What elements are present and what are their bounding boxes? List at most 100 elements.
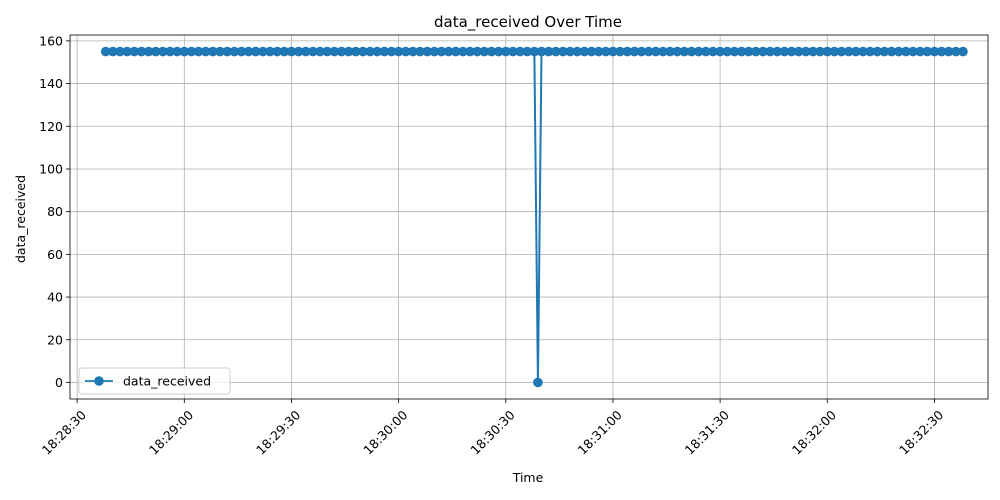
data-point — [500, 46, 511, 57]
chart-title: data_received Over Time — [434, 13, 622, 32]
data-point — [279, 46, 290, 57]
data-point — [951, 46, 961, 57]
data-point — [293, 46, 304, 57]
data-point — [708, 46, 718, 57]
data-point — [929, 46, 940, 57]
y-tick-label: 0 — [55, 375, 63, 390]
data-point — [829, 46, 840, 57]
series-line — [105, 50, 963, 384]
x-tick-label: 18:32:00 — [789, 407, 839, 457]
data-point — [222, 46, 232, 57]
data-point — [165, 46, 175, 57]
legend-label: data_received — [123, 374, 211, 389]
data-point — [515, 46, 525, 57]
y-tick-label: 40 — [47, 290, 63, 305]
data-point — [593, 46, 604, 57]
data-point — [543, 46, 554, 57]
data-point — [458, 46, 468, 57]
data-point — [851, 46, 861, 57]
data-point — [701, 46, 711, 57]
data-point — [908, 46, 918, 57]
data-point — [158, 46, 168, 57]
data-point — [350, 46, 361, 57]
data-point — [508, 46, 518, 57]
data-point — [722, 46, 733, 57]
data-point — [843, 46, 854, 57]
y-tick-label: 100 — [39, 161, 63, 176]
data-point — [600, 46, 611, 57]
data-point — [215, 46, 225, 57]
data-point — [193, 46, 204, 57]
data-point — [679, 46, 690, 57]
data-point — [858, 46, 868, 57]
data-point — [550, 46, 561, 57]
data-point — [450, 46, 461, 57]
data-point — [958, 46, 968, 57]
data-point — [693, 46, 704, 57]
data-point — [343, 46, 354, 57]
data-point — [629, 46, 640, 57]
x-tick-label: 18:30:00 — [360, 407, 410, 457]
data-point — [815, 46, 825, 57]
x-tick-label: 18:30:30 — [467, 407, 517, 457]
data-point — [129, 46, 140, 57]
data-point — [886, 46, 897, 57]
data-point — [358, 46, 368, 57]
data-point — [536, 46, 547, 57]
data-point — [236, 46, 247, 57]
data-point — [300, 46, 311, 57]
data-point — [622, 46, 633, 57]
data-point — [272, 46, 282, 57]
data-point — [429, 46, 440, 57]
data-point — [443, 46, 454, 57]
data-point — [793, 46, 804, 57]
data-point — [372, 46, 382, 57]
x-tick-label: 18:31:00 — [575, 407, 625, 457]
data-point — [658, 46, 668, 57]
data-point — [143, 46, 154, 57]
data-point — [758, 46, 768, 57]
data-point — [486, 46, 497, 57]
series-layer — [100, 46, 968, 388]
data-point — [250, 46, 261, 57]
data-point — [336, 46, 347, 57]
data-point — [208, 46, 218, 57]
y-tick-label: 80 — [47, 204, 63, 219]
data-point — [100, 46, 111, 57]
data-point — [801, 46, 811, 57]
plot-frame — [69, 34, 989, 400]
data-point — [436, 46, 447, 57]
data-point — [643, 46, 654, 57]
data-point — [315, 46, 325, 57]
data-point — [533, 377, 543, 388]
data-point — [479, 46, 490, 57]
data-point — [493, 46, 504, 57]
data-point — [936, 46, 947, 57]
data-point — [865, 46, 875, 57]
data-point — [636, 46, 647, 57]
legend-box — [78, 367, 231, 395]
data-point — [108, 46, 118, 57]
data-point — [122, 46, 132, 57]
x-axis-label: Time — [512, 470, 544, 485]
legend: data_received — [78, 367, 231, 395]
data-point — [200, 46, 211, 57]
data-point — [765, 46, 775, 57]
x-tick-label: 18:32:30 — [896, 407, 946, 457]
x-tick-label: 18:29:00 — [146, 407, 196, 457]
data-point — [893, 46, 904, 57]
data-point — [243, 46, 254, 57]
data-point — [522, 46, 533, 57]
data-point — [736, 46, 747, 57]
data-point — [743, 46, 754, 57]
data-point — [265, 46, 275, 57]
data-point — [179, 46, 190, 57]
data-point — [608, 46, 618, 57]
legend-marker — [94, 376, 104, 386]
data-point — [408, 46, 418, 57]
x-tick-label: 18:29:30 — [253, 407, 303, 457]
data-point — [529, 46, 540, 57]
data-point — [565, 46, 575, 57]
y-tick-label: 60 — [47, 247, 63, 262]
